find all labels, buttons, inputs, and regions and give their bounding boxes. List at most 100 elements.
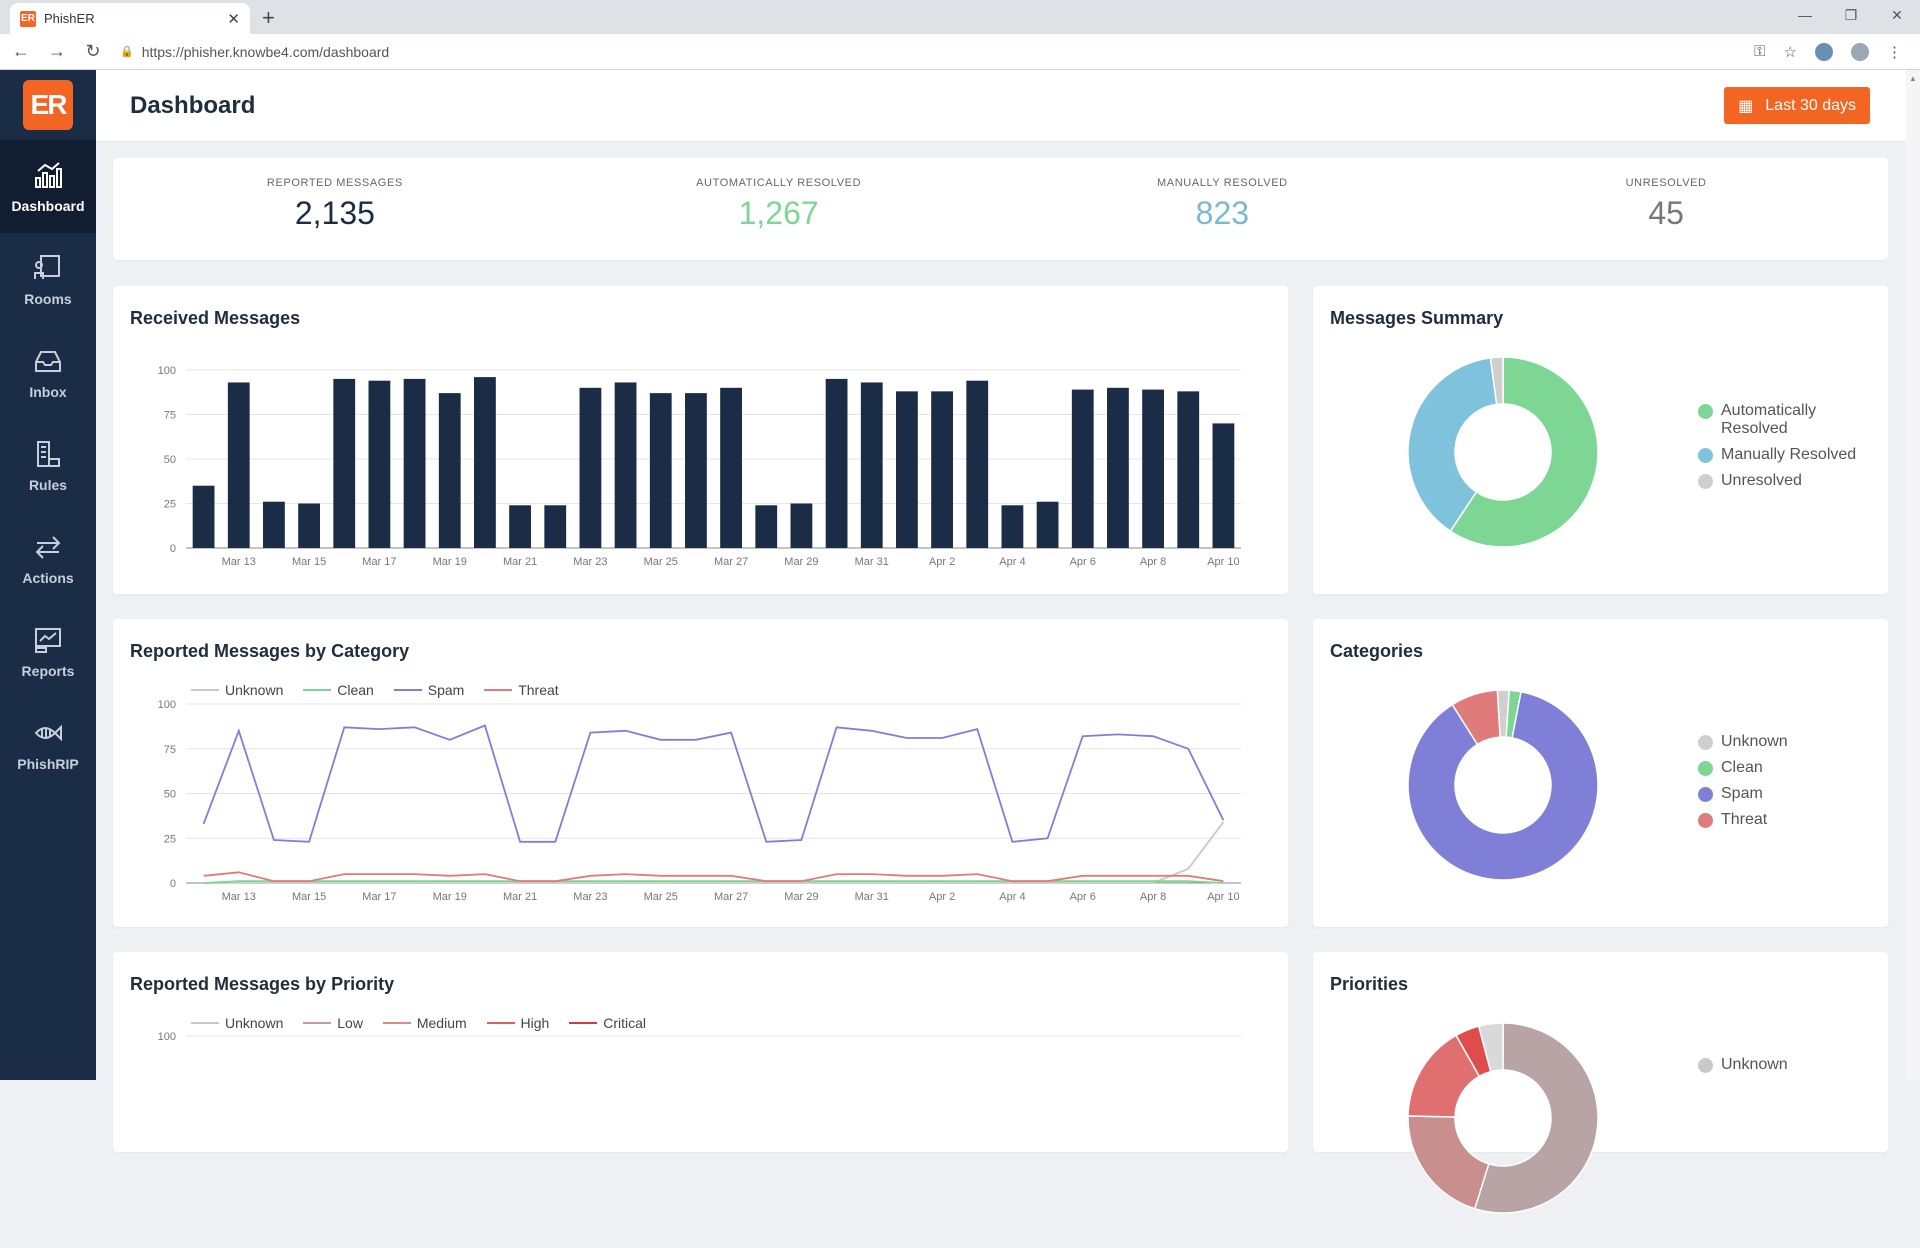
sidebar-item-dashboard[interactable]: Dashboard [0, 140, 96, 233]
legend-label: Manually Resolved [1721, 446, 1857, 463]
legend-item[interactable]: Unresolved [1698, 472, 1873, 490]
card-title: Reported Messages by Priority [130, 974, 395, 994]
legend-label: Low [337, 1015, 363, 1031]
legend-item[interactable]: Low [303, 1015, 363, 1031]
legend-item[interactable]: Medium [382, 1015, 467, 1031]
bar [1071, 389, 1094, 548]
y-tick-label: 0 [170, 543, 176, 555]
browser-tabbar: ER PhishER ✕ + — ❐ ✕ [0, 0, 1920, 34]
close-window-icon[interactable]: ✕ [1891, 7, 1903, 23]
messages-summary-card: Messages Summary Automatically Resolved … [1313, 286, 1888, 594]
legend-item[interactable]: Spam [393, 682, 464, 698]
x-tick-label: Mar 27 [714, 891, 748, 903]
slice-automatically-resolved [1449, 356, 1599, 548]
legend-dot [1698, 404, 1713, 419]
forward-icon[interactable]: → [48, 41, 66, 61]
sidebar-item-label: Inbox [29, 383, 67, 400]
bar [1036, 501, 1059, 548]
y-tick-label: 75 [164, 410, 176, 422]
legend-item[interactable]: Manually Resolved [1698, 446, 1873, 464]
legend-label: Critical [603, 1015, 646, 1031]
sidebar-item-phishrip[interactable]: PhishRIP [0, 698, 96, 791]
legend-item[interactable]: Unknown [1698, 1056, 1873, 1074]
x-tick-label: Mar 27 [714, 556, 748, 568]
x-tick-label: Mar 25 [644, 891, 678, 903]
legend-item[interactable]: High [486, 1015, 549, 1031]
x-tick-label: Apr 4 [999, 891, 1025, 903]
sidebar-item-rules[interactable]: Rules [0, 419, 96, 512]
legend-item[interactable]: Unknown [191, 682, 283, 698]
url-bar[interactable]: 🔒 https://phisher.knowbe4.com/dashboard [120, 44, 1754, 60]
sidebar-item-rooms[interactable]: Rooms [0, 233, 96, 326]
actions-icon [35, 535, 61, 559]
legend-item[interactable]: Spam [1698, 785, 1873, 803]
bar [614, 382, 637, 548]
x-tick-label: Apr 6 [1070, 891, 1096, 903]
stat-reported: REPORTED MESSAGES 2,135 [113, 158, 557, 260]
priority-line-legend: Unknown Low Medium High Critical [191, 1011, 662, 1031]
sidebar: ER Dashboard Rooms Inbox Rules Actions R… [0, 70, 96, 1080]
bar [860, 382, 883, 548]
slice-critical [1477, 1022, 1504, 1073]
minimize-icon[interactable]: — [1798, 7, 1812, 23]
legend-item[interactable]: Threat [1698, 811, 1873, 829]
sidebar-item-label: Rules [28, 476, 68, 493]
legend-dot [1698, 735, 1713, 750]
x-tick-label: Mar 13 [222, 891, 256, 903]
x-tick-label: Mar 21 [503, 556, 537, 568]
slice-threat [1451, 689, 1501, 746]
priority-line-chart: 100 [158, 1031, 1241, 1043]
received-messages-card: Received Messages 0 25 50 75 100 Mar 13 Mar 15… [113, 286, 1288, 594]
phisher-logo[interactable]: ER [0, 70, 96, 140]
legend-dot [1698, 761, 1713, 776]
page-header: Dashboard ▦ Last 30 days [96, 70, 1906, 142]
bar [755, 505, 778, 548]
stat-label: REPORTED MESSAGES [266, 177, 403, 189]
date-range-button[interactable]: ▦ Last 30 days [1724, 87, 1870, 124]
stat-value: 2,135 [294, 195, 375, 231]
legend-item[interactable]: Clean [1698, 759, 1873, 777]
key-icon[interactable]: ⚿ [1754, 43, 1766, 60]
legend-item[interactable]: Critical [569, 1015, 646, 1031]
legend-item[interactable]: Threat [484, 682, 559, 698]
legend-item[interactable]: Clean [303, 682, 374, 698]
bar [1107, 387, 1129, 548]
legend-swatch [393, 689, 422, 691]
sidebar-item-inbox[interactable]: Inbox [0, 326, 96, 419]
bar [438, 393, 461, 548]
new-tab-icon[interactable]: + [262, 5, 275, 30]
legend-swatch [484, 689, 513, 691]
star-icon[interactable]: ☆ [1783, 43, 1797, 61]
reload-icon[interactable]: ↻ [85, 41, 101, 61]
scroll-up-icon[interactable]: ▲ [1909, 74, 1917, 83]
legend-item[interactable]: Automatically Resolved [1698, 402, 1873, 438]
categories-card: Categories Unknown Clean Spam Threat [1313, 619, 1888, 927]
bar [685, 393, 707, 548]
extension-icon[interactable] [1815, 42, 1833, 61]
bar [1177, 391, 1200, 548]
sidebar-item-reports[interactable]: Reports [0, 605, 96, 698]
slice-low [1407, 1115, 1490, 1210]
x-tick-label: Mar 31 [855, 556, 889, 568]
browser-tab[interactable]: ER PhishER ✕ [10, 3, 250, 34]
scrollbar[interactable]: ▲ [1906, 70, 1920, 1080]
legend-label: Medium [416, 1015, 467, 1031]
legend-item[interactable]: Unknown [191, 1015, 283, 1031]
card-title: Messages Summary [1330, 308, 1504, 328]
x-tick-label: Mar 29 [784, 556, 818, 568]
profile-icon[interactable] [1851, 42, 1869, 61]
sidebar-item-actions[interactable]: Actions [0, 512, 96, 605]
restore-icon[interactable]: ❐ [1844, 7, 1858, 23]
category-line-legend: Unknown Clean Spam Threat [191, 678, 575, 698]
back-icon[interactable]: ← [12, 41, 30, 61]
dashboard-icon [35, 161, 62, 188]
tab-title: PhishER [44, 11, 95, 26]
bar [298, 503, 320, 548]
legend-item[interactable]: Unknown [1698, 733, 1873, 751]
category-line-card: Reported Messages by Category Unknown Cl… [113, 619, 1288, 927]
close-tab-icon[interactable]: ✕ [227, 10, 240, 28]
date-range-label: Last 30 days [1765, 96, 1856, 114]
inbox-icon [35, 350, 61, 372]
menu-icon[interactable]: ⋮ [1887, 43, 1902, 61]
legend-dot [1698, 448, 1713, 463]
